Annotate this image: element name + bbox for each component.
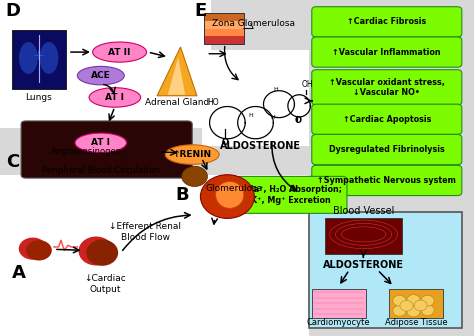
Text: Dysregulated Fibrinolysis: Dysregulated Fibrinolysis (329, 145, 445, 154)
FancyBboxPatch shape (389, 289, 443, 318)
FancyBboxPatch shape (204, 21, 244, 29)
Ellipse shape (400, 300, 413, 311)
Ellipse shape (75, 133, 127, 153)
FancyBboxPatch shape (312, 289, 366, 318)
Text: ↑Sympathetic Nervous system: ↑Sympathetic Nervous system (318, 176, 456, 185)
Ellipse shape (19, 42, 38, 74)
Text: AT II: AT II (109, 48, 131, 56)
FancyBboxPatch shape (312, 7, 462, 37)
Ellipse shape (421, 295, 434, 306)
Text: ↑Cardiac Apoptosis: ↑Cardiac Apoptosis (343, 115, 431, 124)
Ellipse shape (165, 145, 219, 164)
Text: ↓Cardiac
Output: ↓Cardiac Output (85, 274, 127, 294)
FancyBboxPatch shape (312, 104, 462, 134)
FancyBboxPatch shape (312, 165, 462, 196)
FancyBboxPatch shape (310, 212, 462, 328)
Ellipse shape (216, 181, 244, 208)
Text: ↑Vascular Inflammation: ↑Vascular Inflammation (332, 48, 441, 56)
Text: Adipose Tissue: Adipose Tissue (384, 318, 447, 327)
Text: ↑Vascular oxidant stress,
↓Vascular NO•: ↑Vascular oxidant stress, ↓Vascular NO• (329, 78, 445, 97)
FancyBboxPatch shape (235, 176, 347, 213)
Ellipse shape (19, 238, 47, 260)
Text: AT I: AT I (91, 138, 110, 147)
FancyBboxPatch shape (204, 13, 244, 21)
Text: D: D (6, 2, 21, 20)
Ellipse shape (79, 237, 114, 265)
Ellipse shape (393, 295, 406, 306)
Ellipse shape (414, 300, 427, 311)
Text: Blood Vessel: Blood Vessel (333, 206, 394, 216)
Ellipse shape (407, 295, 420, 305)
Text: ↑Cardiac Fibrosis: ↑Cardiac Fibrosis (347, 17, 427, 26)
FancyBboxPatch shape (201, 50, 310, 146)
Ellipse shape (421, 305, 434, 316)
Text: O: O (294, 117, 301, 125)
Text: OH: OH (301, 80, 313, 89)
Text: O: O (221, 138, 228, 147)
Text: Cardiomyocyte: Cardiomyocyte (307, 318, 370, 327)
Text: Zona Glomerulosa: Zona Glomerulosa (212, 19, 295, 28)
Text: ALDOSTERONE: ALDOSTERONE (220, 141, 301, 151)
Text: ↑Na⁺, H₂O Absorption;
K⁺, Mg⁺ Excretion: ↑Na⁺, H₂O Absorption; K⁺, Mg⁺ Excretion (240, 185, 342, 205)
Ellipse shape (393, 305, 406, 316)
Text: Adrenal Gland: Adrenal Gland (145, 98, 210, 107)
Polygon shape (157, 47, 197, 96)
FancyBboxPatch shape (204, 29, 244, 36)
Ellipse shape (86, 240, 118, 266)
Ellipse shape (201, 175, 255, 218)
Text: Peripheral Blood Circulation: Peripheral Blood Circulation (42, 166, 159, 175)
FancyBboxPatch shape (312, 134, 462, 165)
Ellipse shape (77, 66, 124, 85)
Text: C: C (6, 153, 19, 171)
Ellipse shape (92, 42, 146, 62)
Ellipse shape (26, 240, 52, 260)
Text: AT I: AT I (105, 93, 124, 102)
Text: ↓Efferent Renal
Blood Flow: ↓Efferent Renal Blood Flow (109, 222, 182, 242)
FancyBboxPatch shape (21, 121, 192, 178)
Text: E: E (194, 2, 207, 20)
FancyBboxPatch shape (312, 37, 462, 67)
Ellipse shape (407, 306, 420, 317)
Text: A: A (12, 264, 26, 282)
Text: Lungs: Lungs (25, 93, 52, 102)
Text: B: B (176, 186, 190, 205)
Ellipse shape (40, 42, 58, 74)
FancyBboxPatch shape (0, 175, 310, 336)
FancyBboxPatch shape (0, 0, 211, 128)
Text: Angiotensinogen: Angiotensinogen (51, 148, 122, 156)
Text: Glomerulosa: Glomerulosa (206, 184, 263, 193)
Text: ALDOSTERONE: ALDOSTERONE (323, 260, 404, 270)
Text: ACE: ACE (91, 71, 110, 80)
Text: ↑RENIN: ↑RENIN (173, 150, 212, 159)
Text: HO: HO (208, 98, 219, 107)
Polygon shape (168, 57, 185, 95)
Text: ✛: ✛ (34, 50, 44, 63)
Text: H: H (248, 114, 253, 118)
FancyBboxPatch shape (12, 30, 65, 89)
FancyBboxPatch shape (312, 70, 462, 105)
Text: H: H (273, 87, 278, 91)
FancyBboxPatch shape (325, 218, 402, 254)
Text: H: H (271, 115, 275, 120)
Ellipse shape (182, 166, 208, 186)
FancyBboxPatch shape (204, 36, 244, 44)
Ellipse shape (89, 88, 141, 107)
